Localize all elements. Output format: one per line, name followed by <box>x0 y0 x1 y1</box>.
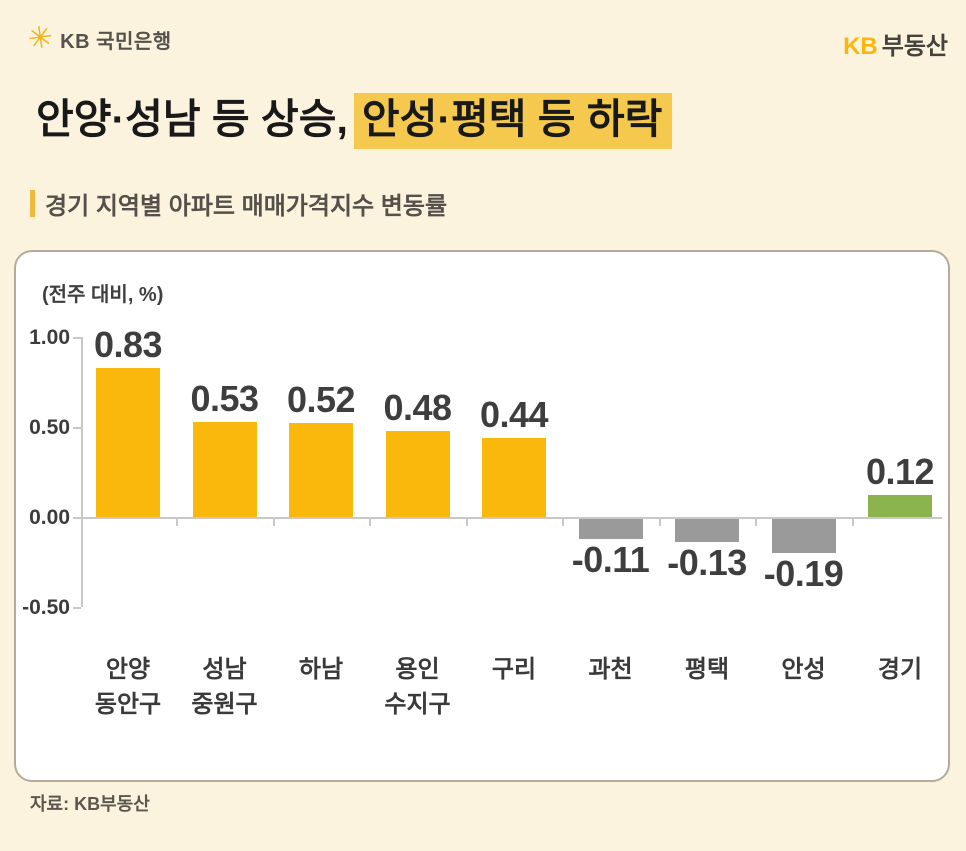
x-axis-category-label: 구리 <box>449 652 579 687</box>
x-axis-tickmark <box>176 517 179 526</box>
x-axis-category-line: 용인 <box>395 656 440 683</box>
page-title-plain: 안양·성남 등 상승, <box>36 96 348 142</box>
kb-star-icon: ✳ <box>25 20 56 57</box>
x-axis-tickmark <box>658 517 661 526</box>
x-axis-category-line: 평택 <box>684 656 730 683</box>
x-axis-category-line: 안성 <box>781 656 826 683</box>
x-axis-category-line: 경기 <box>877 656 923 683</box>
x-axis-tickmark <box>562 517 565 526</box>
chart-bar-안성 <box>771 519 836 554</box>
chart-subtitle: 경기 지역별 아파트 매매가격지수 변동률 <box>30 186 447 221</box>
x-axis-tickmark <box>369 517 372 526</box>
x-axis-category-label: 평택 <box>642 652 772 687</box>
bar-value-label: 0.83 <box>93 323 163 365</box>
x-axis-tickmark <box>465 517 468 526</box>
bar-value-label: 0.44 <box>479 393 549 435</box>
x-axis-baseline <box>81 517 942 519</box>
page-title-highlight: 안성·평택 등 하락 <box>353 93 673 149</box>
x-axis-category-line: 과천 <box>588 656 633 683</box>
chart-subtitle-text: 경기 지역별 아파트 매매가격지수 변동률 <box>45 193 448 220</box>
subtitle-accent-bar <box>30 190 35 217</box>
x-axis-category-line: 동안구 <box>94 691 162 718</box>
bar-value-label: 0.52 <box>286 379 356 421</box>
chart-unit-label: (전주 대비, %) <box>42 284 164 306</box>
source-note: 자료: KB부동산 <box>30 794 150 814</box>
x-axis-category-line: 중원구 <box>191 691 258 718</box>
x-axis-category-label: 하남 <box>256 652 386 687</box>
bar-value-label: 0.53 <box>190 377 259 419</box>
page-title: 안양·성남 등 상승, 안성·평택 등 하락 <box>36 90 673 149</box>
x-axis-category-line: 수지구 <box>384 691 451 718</box>
bar-value-label: -0.11 <box>571 538 650 580</box>
y-axis-line <box>81 337 83 607</box>
kb-realestate-logo-kb: KB <box>843 33 878 60</box>
y-axis-tick-label: 1.00 <box>29 326 70 349</box>
chart-bar-성남중원구 <box>192 421 257 517</box>
bar-value-label: 0.12 <box>865 451 935 493</box>
y-axis-tickmark <box>73 337 81 339</box>
x-axis-category-line: 성남 <box>202 656 247 683</box>
bar-value-label: 0.48 <box>383 386 452 428</box>
chart-bar-하남 <box>289 423 353 517</box>
y-axis-tickmark <box>73 517 81 519</box>
y-axis-tick-label: -0.50 <box>22 596 70 619</box>
chart-bar-구리 <box>482 437 546 517</box>
chart-bar-평택 <box>675 519 739 543</box>
y-axis-tickmark <box>73 427 81 429</box>
x-axis-tickmark <box>755 517 758 526</box>
x-axis-category-label: 경기 <box>835 652 965 687</box>
chart-bar-용인수지구 <box>385 430 450 517</box>
kb-bank-logo-text: KB 국민은행 <box>60 30 172 53</box>
bar-value-label: -0.13 <box>667 542 747 584</box>
kb-realestate-logo-suffix: 부동산 <box>881 33 948 60</box>
x-axis-category-label: 과천 <box>546 652 676 687</box>
kb-realestate-logo: KB 부동산 <box>843 26 948 61</box>
x-axis-category-line: 구리 <box>491 656 537 683</box>
y-axis-tick-label: 0.00 <box>29 506 70 529</box>
bar-value-label: -0.19 <box>763 553 844 595</box>
x-axis-category-label: 안성 <box>739 652 869 687</box>
x-axis-category-line: 안양 <box>105 656 151 683</box>
y-axis-tickmark <box>73 607 81 609</box>
chart-bar-안양동안구 <box>96 367 160 517</box>
y-axis-tick-label: 0.50 <box>29 416 70 439</box>
kb-bank-logo: ✳ KB 국민은행 <box>25 20 172 57</box>
x-axis-category-line: 하남 <box>298 656 344 683</box>
chart-bar-과천 <box>578 519 643 539</box>
x-axis-tickmark <box>272 517 275 526</box>
x-axis-tickmark <box>851 517 854 526</box>
chart-bar-경기 <box>868 495 932 517</box>
